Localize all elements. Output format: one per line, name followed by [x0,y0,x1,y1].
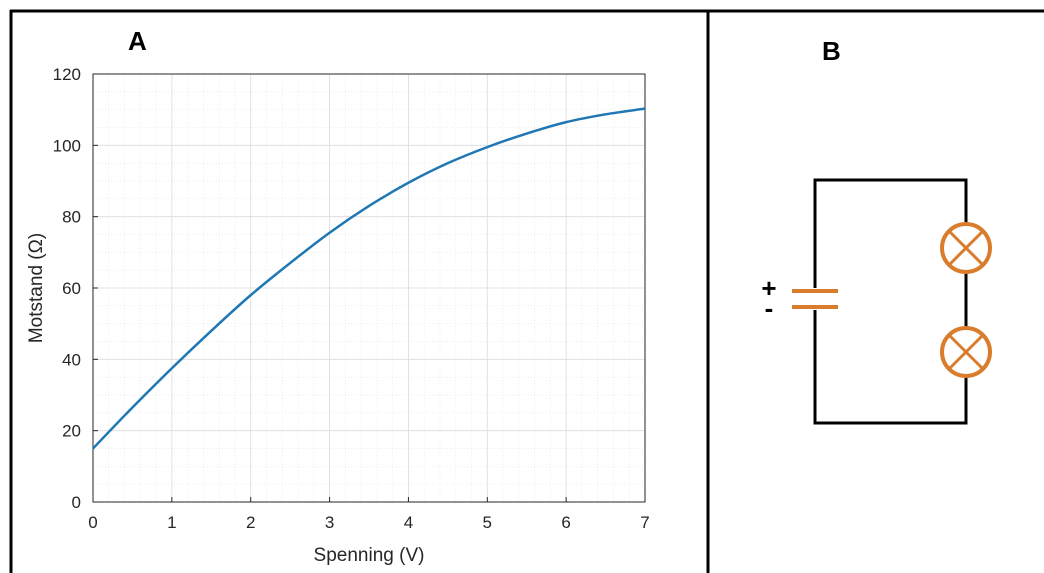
voltage-resistance-chart: 0 1 2 3 4 5 6 7 0 20 40 60 80 100 120 Spenning (V) Mo… [26,65,650,566]
y-axis-ticks: 0 20 40 60 80 100 120 [53,65,98,512]
x-tick-label: 6 [561,513,570,532]
major-grid [92,73,646,503]
x-tick-label: 7 [640,513,649,532]
x-axis-ticks: 0 1 2 3 4 5 6 7 [88,497,650,532]
panel-label-a: A [128,26,147,56]
wire-bottom [813,310,968,425]
wire-top [813,178,968,288]
lamp-symbol [940,222,992,274]
y-tick-label: 100 [53,136,81,155]
lamp-symbol [940,326,992,378]
y-tick-label: 120 [53,65,81,84]
x-tick-label: 1 [167,513,176,532]
y-axis-label: Motstand (Ω) [26,233,47,343]
series-layer [92,107,646,450]
y-tick-label: 20 [62,422,81,441]
x-tick-label: 4 [404,513,413,532]
minus-sign: - [765,293,774,323]
y-tick-label: 80 [62,208,81,227]
x-tick-label: 2 [246,513,255,532]
panel-label-b: B [822,36,841,66]
x-tick-label: 3 [325,513,334,532]
circuit-diagram: + - [761,178,992,425]
y-tick-label: 40 [62,350,81,369]
x-axis-label: Spenning (V) [314,545,425,566]
series-line [92,107,646,450]
battery-symbol [792,289,838,309]
plus-sign: + [761,273,776,303]
x-tick-label: 5 [483,513,492,532]
x-tick-label: 0 [88,513,97,532]
y-tick-label: 60 [62,279,81,298]
y-tick-label: 0 [72,493,81,512]
